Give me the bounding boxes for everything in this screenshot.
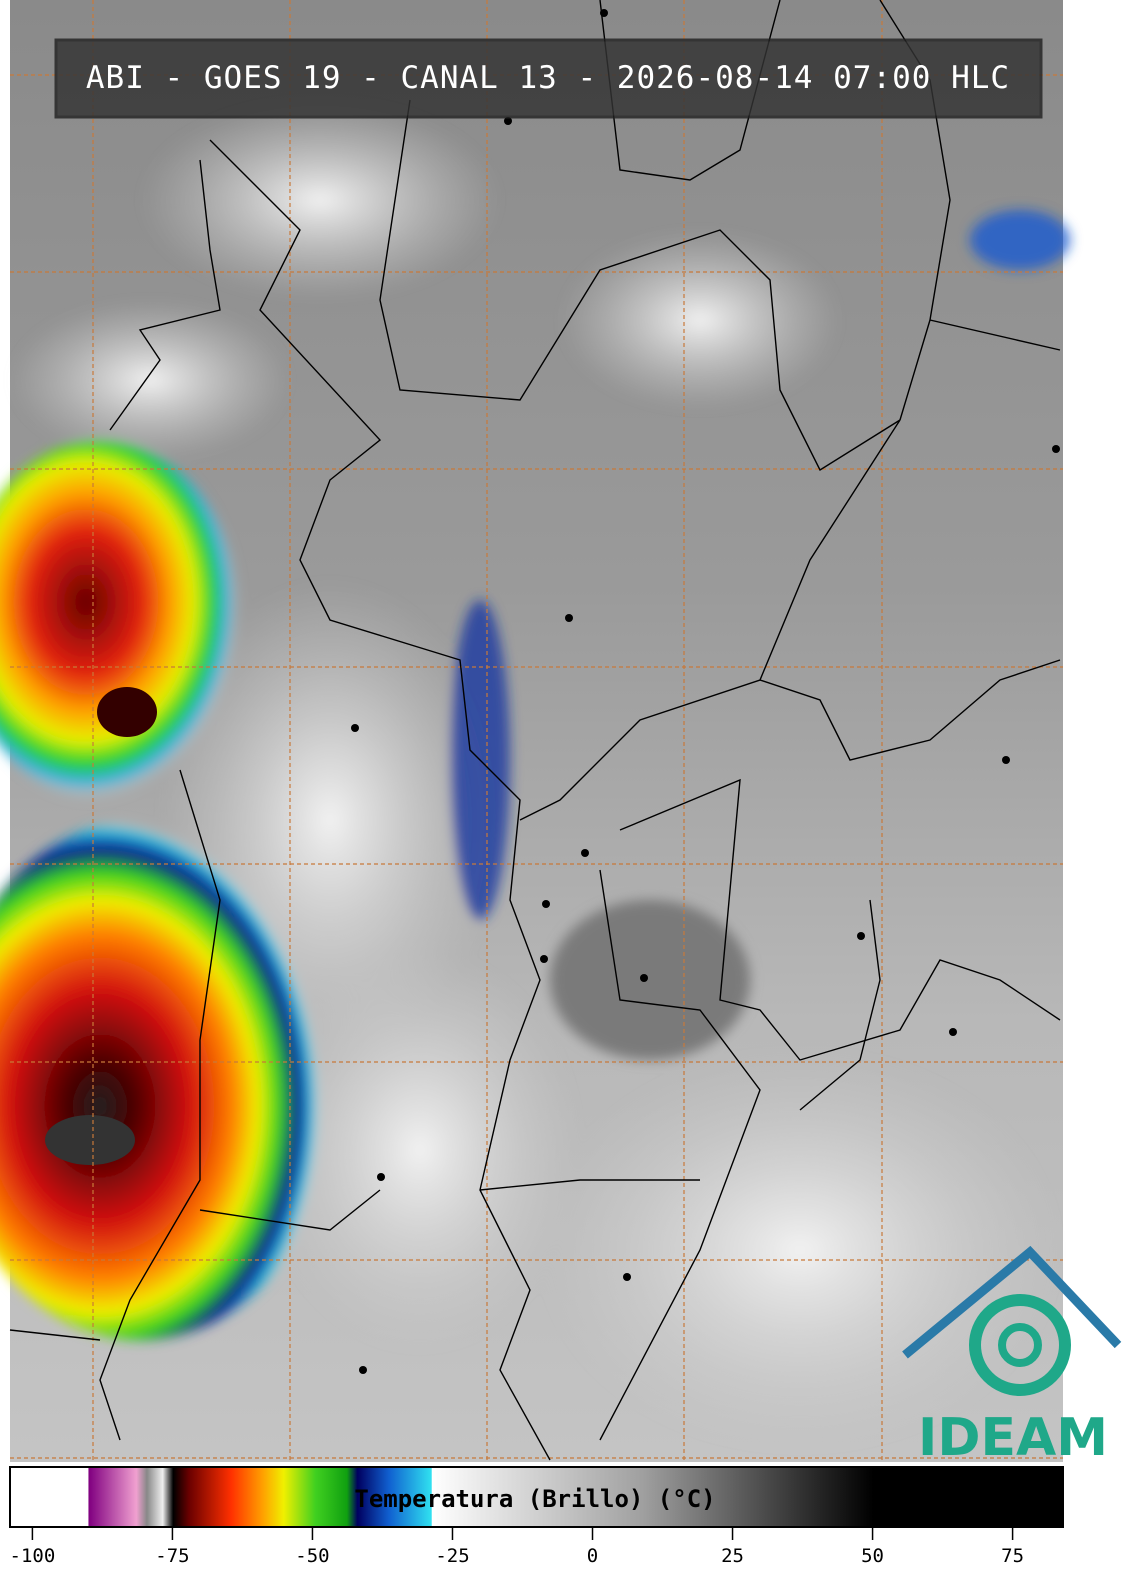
title: ABI - GOES 19 - CANAL 13 - 2026-08-14 07… xyxy=(86,60,1010,96)
borders xyxy=(9,0,1061,1461)
tick-label: -100 xyxy=(10,1545,56,1567)
satellite-image xyxy=(0,0,1070,1462)
tick-label: -75 xyxy=(155,1545,189,1567)
colorbar: Temperatura (Brillo) (°C) xyxy=(9,1466,1064,1528)
title-box: ABI - GOES 19 - CANAL 13 - 2026-08-14 07… xyxy=(54,38,1043,119)
tick-label: 25 xyxy=(721,1545,744,1567)
tick-label: 0 xyxy=(587,1545,598,1567)
colorbar-label: Temperatura (Brillo) (°C) xyxy=(354,1485,715,1513)
tick-label: -50 xyxy=(295,1545,329,1567)
logo: IDEAM xyxy=(902,1245,1122,1468)
tick-label: -25 xyxy=(435,1545,469,1567)
tick-label: 75 xyxy=(1001,1545,1024,1567)
cities xyxy=(351,9,1060,1374)
tick-label: 50 xyxy=(861,1545,884,1567)
logo-text: IDEAM xyxy=(918,1408,1108,1468)
